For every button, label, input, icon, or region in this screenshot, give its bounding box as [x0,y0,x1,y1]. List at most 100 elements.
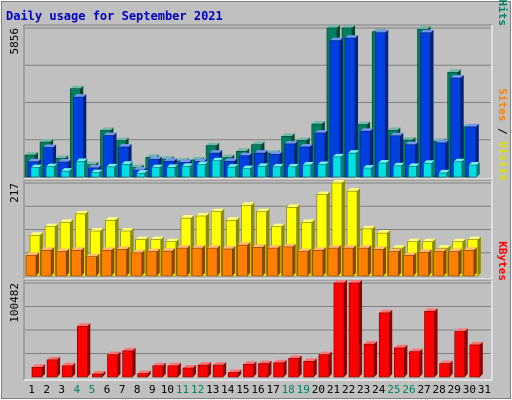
bot-kbytes-bar-day-27-top [424,308,438,312]
mid-sites-bar-day-17 [267,245,281,277]
mid-visits-bar-day-29-top [452,238,466,242]
mid-sites-bar-day-23-side [368,245,372,276]
x-tick-label-day-15: 15 [236,383,249,396]
top-files-bar-day-17-top [269,151,283,155]
top-pages-bar-day-16 [257,163,269,178]
top-pages-bar-day-9-top [151,164,163,168]
top-pages-bar-day-4-side [84,158,88,177]
x-tick-label-day-17: 17 [266,383,279,396]
bot-kbytes-bar-day-1-side [42,364,45,377]
mid-sites-bar-day-27-face [418,252,429,277]
mid-sites-bar-day-15-top [237,242,251,246]
mid-visits-bar-day-2-top [45,223,59,227]
top-pages-bar-day-17-side [280,163,284,177]
mid-sites-bar-day-8-face [131,252,142,277]
x-tick-label-day-11: 11 [176,383,189,396]
top-pages-bar-day-6-side [114,163,118,177]
bot-kbytes-bar-day-23 [363,341,378,378]
top-pages-bar-day-24-side [386,160,390,177]
x-tick-label-day-21: 21 [327,383,340,396]
top-pages-bar-day-15-face [242,168,251,178]
top-pages-bar-day-19-top [302,162,314,166]
top-pages-bar-day-9-side [159,164,163,177]
mid-sites-bar-day-25 [388,248,402,277]
mid-sites-bar-day-22-side [353,245,357,276]
mid-sites-bar-day-18-side [292,243,296,276]
bot-kbytes-bar-day-2-side [57,356,61,377]
top-files-bar-day-4-top [73,94,87,98]
bot-kbytes-bar-day-5-top [92,371,106,375]
mid-sites-bar-day-1-face [25,255,37,277]
top-pages-bar-day-2-top [46,163,58,167]
top-pages-bar-day-28-side [446,169,450,177]
mid-sites-bar-day-18-top [282,243,296,247]
mid-visits-bar-day-19-top [301,219,315,223]
top-pages-bar-day-15-top [242,165,254,169]
mid-sites-bar-day-22-top [343,245,357,249]
top-pages-bar-day-17 [272,163,284,178]
mid-visits-bar-day-1-top [30,232,43,236]
mid-visits-bar-day-10-top [165,238,179,242]
top-pages-bar-day-14 [226,164,239,178]
top-files-bar-day-15-top [239,152,253,156]
top-files-bar-day-22-top [345,35,359,39]
top-pages-bar-day-28-face [438,172,447,178]
mid-sites-bar-day-26-top [403,252,417,256]
mid-sites-bar-day-4-face [70,249,82,277]
mid-sites-bar-day-6-top [101,247,115,251]
top-pages-bar-day-14-face [226,166,236,178]
mid-sites-bar-day-14-side [232,246,236,276]
bot-kbytes-bar-day-15-face [243,364,254,378]
bot-kbytes-bar-day-26-face [409,351,420,378]
bot-kbytes-bar-day-30-face [469,344,481,378]
top-pages-bar-day-13 [211,157,224,178]
mid-sites-bar-day-8 [131,249,145,277]
top-files-bar-day-1-top [28,158,41,162]
bot-kbytes-bar-day-14-side [238,369,242,377]
top-ymax-label: 5856 [8,28,21,55]
top-hits-bar-day-25-top [387,127,401,131]
top-pages-bar-day-25-top [393,162,405,166]
mid-sites-bar-day-17-face [267,247,278,277]
bot-kbytes-bar-day-9 [152,362,166,378]
top-files-bar-day-3-top [58,158,72,162]
top-pages-bar-day-15-side [250,165,254,177]
top-pages-bar-day-17-top [272,163,284,167]
mid-legend-part-0: Sites [496,88,509,121]
panel-top: 5856 Pages / Files / Hits [8,0,509,180]
bot-kbytes-bar-day-21-face [333,282,345,378]
mid-sites-bar-day-2-face [40,249,52,277]
top-pages-bar-day-6-face [106,166,115,178]
bot-kbytes-bar-day-7-top [122,347,136,351]
bot-kbytes-bar-day-17-side [283,359,287,377]
mid-sites-bar-day-18-face [282,246,293,277]
mid-sites-bar-day-26-side [413,252,417,276]
bot-kbytes-bar-day-9-top [152,362,166,366]
top-pages-bar-day-22 [347,150,360,178]
mid-sites-bar-day-13-side [217,245,221,276]
bot-kbytes-bar-day-28 [439,360,453,378]
bot-kbytes-bar-day-22-top [349,280,363,283]
bot-kbytes-bar-day-1 [31,364,45,378]
mid-legend-part-1: / [496,121,509,141]
x-tick-label-day-8: 8 [134,383,141,396]
mid-sites-bar-day-30-face [463,249,475,277]
top-pages-bar-day-30 [468,162,480,178]
top-hits-bar-day-16-top [251,141,265,145]
top-pages-bar-day-26-side [416,163,420,177]
top-pages-bar-day-19-side [310,162,314,177]
top-files-bar-day-24-side [385,29,389,178]
top-pages-bar-day-14-top [227,164,239,168]
bot-kbytes-bar-day-25-side [404,344,408,377]
bot-kbytes-bar-day-7-side [132,347,136,377]
mid-sites-bar-day-25-side [398,248,402,276]
bot-kbytes-bar-day-18-face [288,358,299,378]
top-pages-bar-day-11 [181,163,193,178]
top-files-bar-day-13-top [209,150,223,154]
top-pages-bar-day-21 [332,153,344,178]
bot-kbytes-bar-day-28-side [449,360,453,377]
bot-kbytes-bar-day-10-side [177,362,181,377]
mid-sites-bar-day-19-face [297,251,309,277]
mid-visits-bar-day-24-top [377,230,391,234]
